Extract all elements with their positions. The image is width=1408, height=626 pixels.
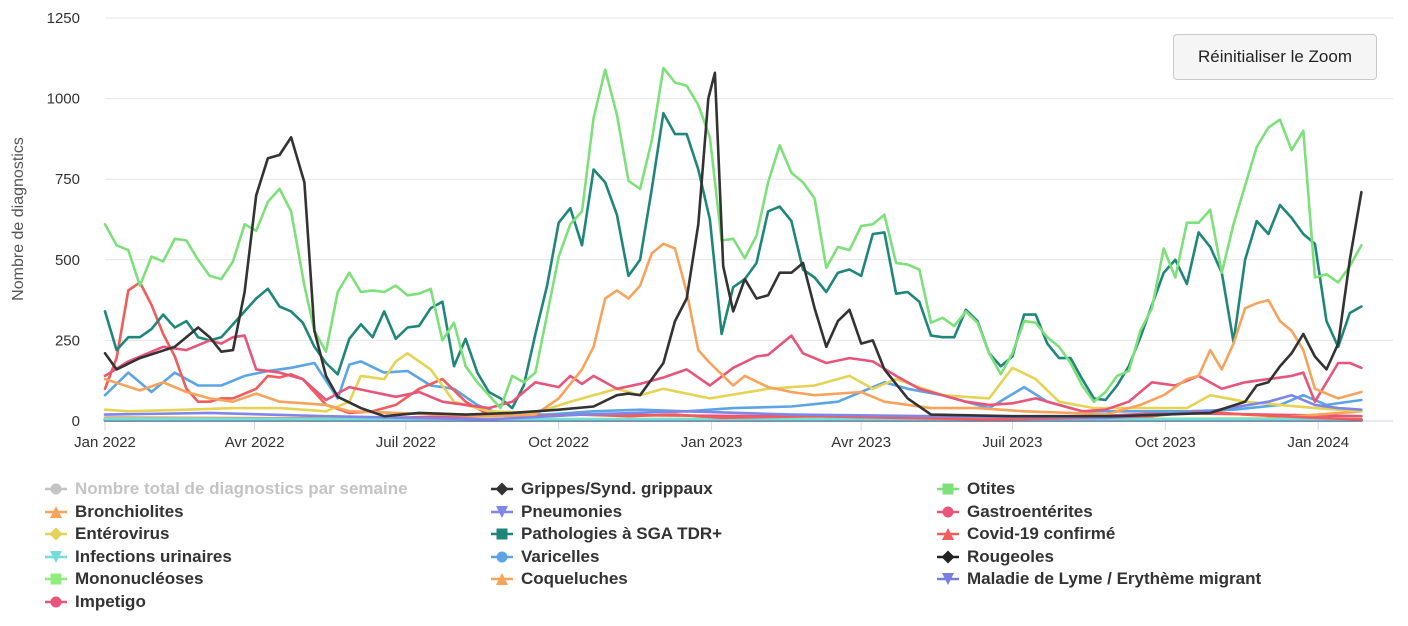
legend-label: Otites (967, 479, 1016, 498)
series-line[interactable] (103, 111, 1363, 410)
legend-label: Infections urinaires (75, 546, 232, 566)
series-line[interactable] (103, 351, 1363, 415)
legend-item[interactable]: Bronchiolites (45, 501, 184, 523)
legend-item[interactable]: Pneumonies (491, 501, 622, 523)
series-line[interactable] (103, 334, 1363, 413)
y-axis-ticks: 0 250 500 750 1000 1250 (47, 10, 80, 430)
series-line[interactable] (103, 242, 1363, 418)
legend-item[interactable]: Coqueluches (491, 568, 628, 590)
legend-symbol-icon (491, 505, 513, 518)
x-tick-label: Juil 2023 (982, 434, 1042, 451)
legend-symbol-icon (45, 505, 67, 518)
y-axis-label: Nombre de diagnostics (10, 137, 27, 301)
legend-item[interactable]: Mononucléoses (45, 568, 203, 590)
x-axis: Jan 2022 Avr 2022 Juil 2022 Oct 2022 Jan 202… (74, 420, 1393, 451)
x-tick-label: Jan 2022 (74, 434, 136, 451)
legend-item[interactable]: Varicelles (491, 546, 599, 568)
x-tick-label: Juil 2022 (376, 434, 436, 451)
y-tick-label: 750 (55, 171, 80, 188)
legend-symbol-icon (937, 528, 959, 541)
legend-item[interactable]: Infections urinaires (45, 546, 232, 568)
legend-symbol-icon (45, 550, 67, 563)
x-tick-label: Oct 2022 (528, 434, 589, 451)
legend-item[interactable]: Covid-19 confirmé (937, 523, 1115, 545)
legend-symbol-icon (937, 506, 959, 518)
legend-symbol-icon (45, 573, 67, 585)
legend-label: Pneumonies (521, 501, 623, 521)
x-tick-label: Avr 2023 (831, 434, 891, 451)
series-line[interactable] (103, 66, 1363, 410)
legend-label: Coqueluches (521, 569, 628, 589)
legend-symbol-icon (491, 551, 513, 563)
legend-label: Covid-19 confirmé (967, 524, 1116, 544)
legend-label: Impetigo (75, 592, 146, 611)
x-tick-label: Oct 2023 (1135, 434, 1196, 451)
x-tick-label: Jan 2024 (1287, 434, 1349, 451)
y-tick-label: 1000 (47, 91, 80, 108)
legend-label: Mononucléoses (75, 569, 204, 589)
line-chart: 0 250 500 750 1000 1250 Jan 2022 Avr 2022 Juil … (10, 10, 1393, 451)
legend: Nombre total de diagnostics par semaine G… (0, 478, 1408, 626)
legend-item[interactable]: Pathologies à SGA TDR+ (491, 523, 722, 545)
legend-item[interactable]: Maladie de Lyme / Erythème migrant (937, 568, 1261, 590)
series-line[interactable] (103, 360, 1363, 416)
legend-label: Maladie de Lyme / Erythème migrant (967, 569, 1262, 589)
legend-symbol-icon (45, 527, 67, 541)
legend-label: Rougeoles (967, 546, 1054, 566)
series-line[interactable] (103, 393, 1363, 421)
legend-item[interactable]: Nombre total de diagnostics par semaine (45, 478, 408, 500)
legend-symbol-icon (937, 483, 959, 495)
legend-symbol-icon (491, 528, 513, 540)
y-tick-label: 1250 (47, 10, 80, 27)
legend-label: Gastroentérites (967, 501, 1093, 521)
legend-label: Varicelles (521, 546, 600, 566)
legend-label: Entérovirus (75, 524, 170, 544)
reset-zoom-button[interactable]: Réinitialiser le Zoom (1173, 34, 1377, 80)
legend-symbol-icon (45, 483, 67, 495)
legend-symbol-icon (45, 596, 67, 608)
series-line[interactable] (103, 71, 1363, 418)
legend-label: Pathologies à SGA TDR+ (521, 524, 723, 544)
y-tick-label: 500 (55, 252, 80, 269)
legend-item[interactable]: Otites (937, 478, 1015, 500)
legend-label: Nombre total de diagnostics par semaine (75, 479, 408, 498)
legend-item[interactable]: Gastroentérites (937, 501, 1093, 523)
y-tick-label: 250 (55, 332, 80, 349)
legend-label: Bronchiolites (75, 501, 184, 521)
legend-item[interactable]: Impetigo (45, 591, 146, 613)
series-line[interactable] (103, 281, 1363, 421)
legend-label: Grippes/Synd. grippaux (521, 479, 713, 498)
legend-symbol-icon (491, 482, 513, 496)
y-tick-label: 0 (72, 413, 80, 430)
series-lines (103, 66, 1363, 422)
legend-symbol-icon (937, 573, 959, 586)
legend-item[interactable]: Entérovirus (45, 523, 169, 545)
legend-symbol-icon (937, 550, 959, 564)
x-tick-label: Jan 2023 (681, 434, 743, 451)
x-tick-label: Avr 2022 (225, 434, 285, 451)
legend-item[interactable]: Grippes/Synd. grippaux (491, 478, 713, 500)
legend-item[interactable]: Rougeoles (937, 546, 1054, 568)
legend-symbol-icon (491, 573, 513, 586)
